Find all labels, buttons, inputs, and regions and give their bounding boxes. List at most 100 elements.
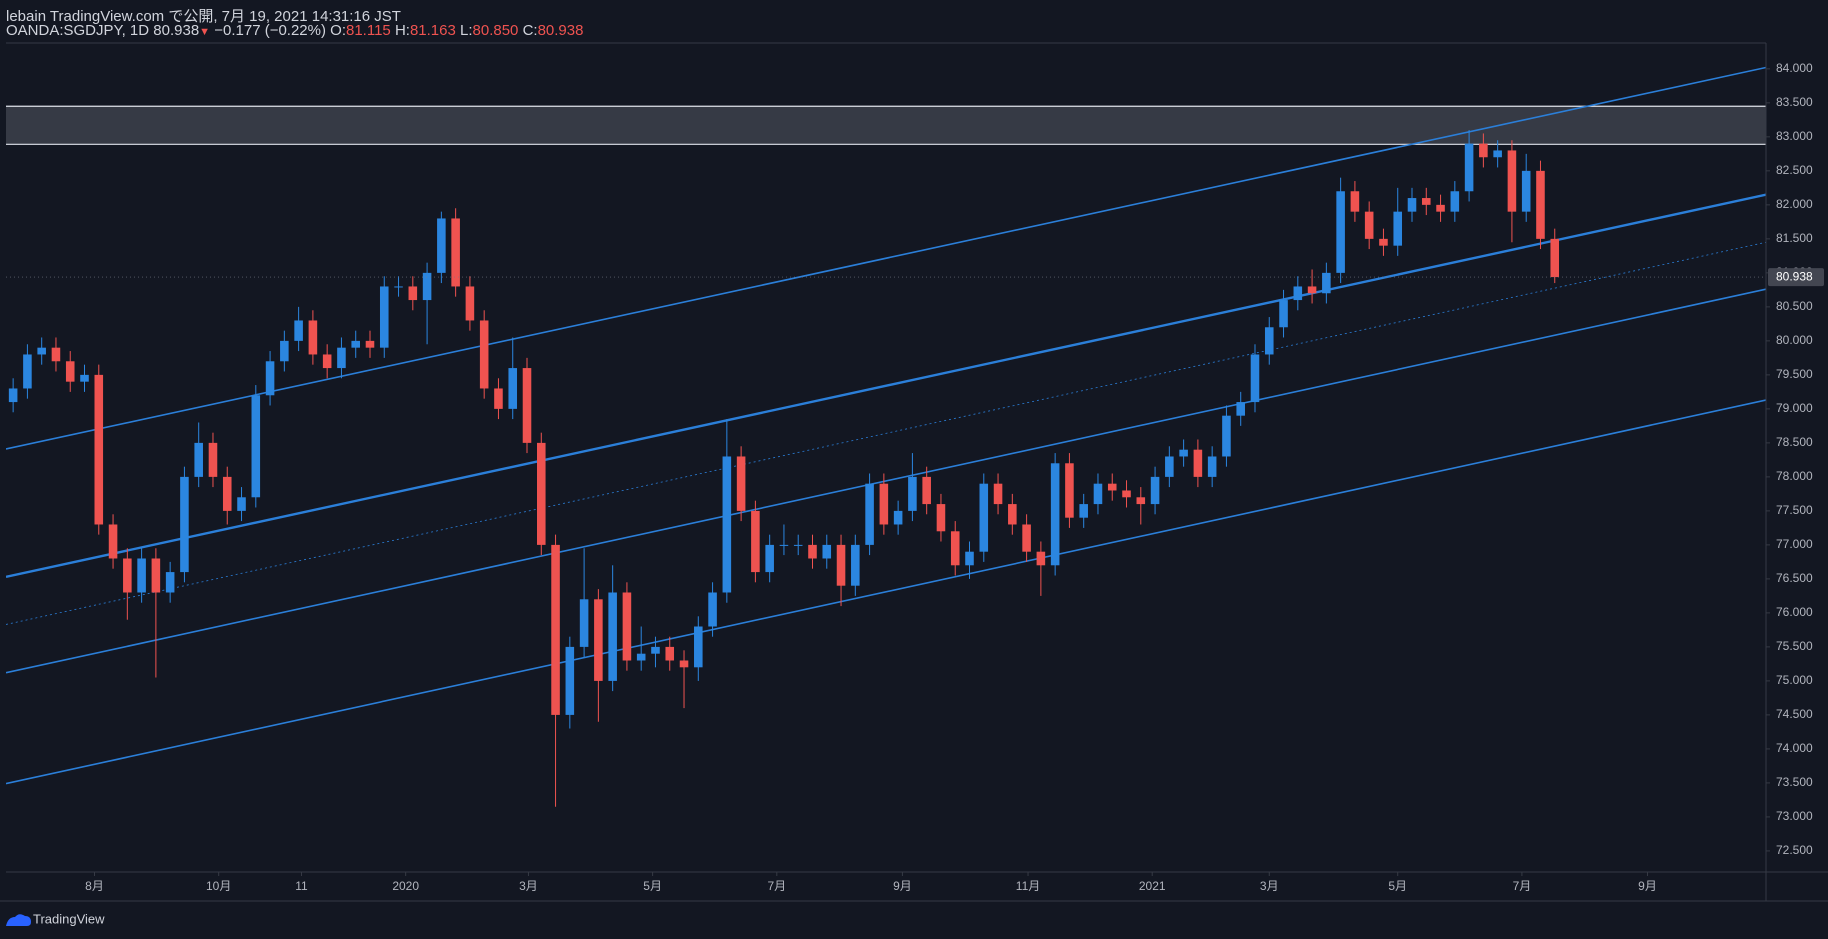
header-quote: OANDA:SGDJPY, 1D 80.938▼ −0.177 (−0.22%)…: [6, 22, 583, 39]
candle-body: [1236, 402, 1245, 416]
candle-body: [1093, 483, 1103, 505]
candle-body: [1122, 490, 1131, 498]
candle-body: [180, 476, 189, 573]
channel-line: [6, 288, 1766, 674]
candle-body: [1479, 143, 1488, 158]
candle-body: [736, 456, 746, 511]
candle-body: [694, 626, 703, 668]
candle-body: [1436, 204, 1445, 212]
candle-body: [394, 286, 403, 288]
candle-body: [251, 395, 261, 498]
channel-line: [6, 66, 1766, 450]
x-tick-label: 5月: [643, 879, 662, 893]
y-tick-label: 83.000: [1776, 129, 1813, 143]
candle-body: [722, 456, 732, 593]
candle-body: [422, 272, 432, 301]
candle-body: [636, 653, 646, 661]
x-tick-label: 11月: [1016, 879, 1040, 893]
candle-body: [379, 286, 389, 348]
candle-body: [151, 558, 161, 593]
x-tick-label: 10月: [206, 879, 231, 893]
candle-body: [808, 544, 817, 559]
candle-body: [1393, 211, 1403, 246]
candle-body: [1179, 449, 1188, 457]
candle-body: [1150, 476, 1160, 505]
x-tick-label: 5月: [1388, 879, 1407, 893]
candle-body: [1550, 238, 1560, 278]
candle-body: [1050, 463, 1060, 566]
candle-body: [351, 340, 360, 348]
candle-body: [437, 218, 446, 273]
candle-body: [1022, 524, 1031, 552]
candle-body: [822, 544, 832, 559]
candle-body: [908, 476, 917, 511]
candle-body: [465, 286, 475, 321]
y-tick-label: 81.500: [1776, 231, 1813, 245]
candle-body: [337, 347, 346, 369]
logo-icon: [6, 914, 31, 926]
candle-body: [1079, 504, 1088, 518]
candle-body: [1350, 191, 1360, 212]
candle-body: [865, 483, 874, 545]
candle-body: [479, 320, 489, 389]
candle-body: [793, 544, 803, 546]
y-tick-label: 75.500: [1776, 639, 1813, 653]
candle-body: [522, 368, 532, 443]
candle-body: [294, 320, 303, 341]
candle-body: [51, 347, 61, 362]
y-tick-label: 82.000: [1776, 197, 1813, 211]
candle-body: [494, 388, 503, 409]
candle-body: [508, 368, 518, 409]
candle-body: [123, 558, 132, 593]
candle-body: [408, 286, 418, 301]
candle-body: [1407, 198, 1417, 212]
candle-body: [265, 361, 275, 396]
candle-body: [751, 510, 760, 573]
y-tick-label: 74.500: [1776, 707, 1813, 721]
symbol: OANDA:SGDJPY, 1D: [6, 22, 150, 39]
candle-body: [1322, 272, 1331, 294]
candle-body: [1222, 415, 1231, 457]
candle-body: [308, 320, 318, 355]
candle-body: [708, 592, 717, 627]
x-tick-label: 7月: [767, 879, 786, 893]
candle-body: [1307, 286, 1317, 294]
y-tick-label: 75.000: [1776, 673, 1813, 687]
candle-body: [1036, 551, 1046, 566]
x-tick-label: 3月: [519, 879, 538, 893]
candle-body: [1279, 300, 1288, 328]
plot-area: [6, 66, 1766, 807]
high: 81.163: [409, 22, 456, 39]
x-tick-label: 9月: [1638, 879, 1657, 893]
y-tick-label: 84.000: [1776, 61, 1813, 75]
candle-body: [208, 442, 218, 477]
last: 80.938: [153, 22, 200, 39]
y-tick-label: 80.500: [1776, 299, 1813, 313]
channel-line: [6, 241, 1766, 625]
candle-body: [579, 599, 589, 647]
y-tick-label: 76.000: [1776, 605, 1813, 619]
candle-body: [965, 551, 974, 566]
candle-body: [1364, 211, 1374, 239]
brand: TradingView: [33, 911, 105, 926]
down-arrow: ▼: [199, 26, 211, 38]
candle-body: [8, 388, 18, 403]
candle-body: [37, 347, 46, 355]
h-label: H:: [394, 22, 410, 39]
candle-body: [1293, 286, 1303, 301]
y-tick-label: 82.500: [1776, 163, 1813, 177]
o-label: O:: [330, 22, 346, 39]
candle-body: [594, 599, 603, 681]
candle-body: [165, 572, 175, 593]
y-tick-label: 73.500: [1776, 775, 1813, 789]
candle-body: [1264, 327, 1274, 355]
candle-body: [879, 483, 889, 525]
candle-body: [979, 483, 989, 552]
x-tick-label: 2021: [1139, 879, 1166, 893]
y-tick-label: 77.000: [1776, 537, 1813, 551]
l-label: L:: [460, 22, 473, 39]
candle-body: [1493, 150, 1502, 158]
candle-body: [194, 442, 203, 477]
candle-body: [922, 476, 931, 505]
y-tick-label: 72.500: [1776, 843, 1813, 857]
